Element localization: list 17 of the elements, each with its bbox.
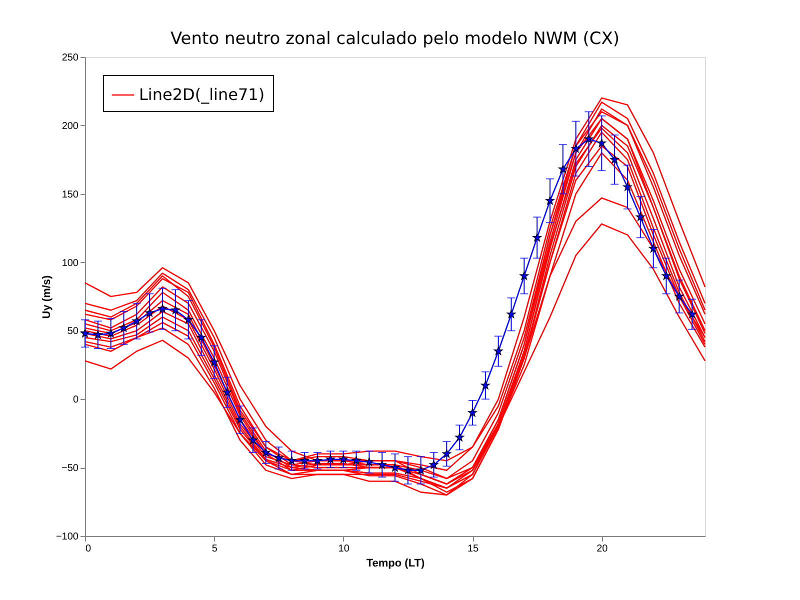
y-tick-label: 50	[67, 326, 79, 338]
y-tick-label: 0	[72, 394, 79, 406]
y-tick-label: 150	[62, 189, 79, 200]
legend-label: Line2D(_line71)	[139, 85, 265, 104]
x-axis-title: Tempo (LT)	[366, 558, 425, 570]
x-tick-label: 10	[338, 544, 350, 554]
x-tick-label: 5	[212, 544, 218, 554]
y-tick-label: −50	[62, 463, 79, 474]
x-tick-label: 20	[596, 544, 608, 554]
y-tick-label: 100	[62, 258, 79, 269]
y-axis-title: Uy (m/s)	[40, 274, 53, 319]
y-tick-label: 250	[62, 52, 79, 64]
x-tick-label: 0	[86, 544, 92, 554]
y-tick-label: −100	[56, 532, 79, 542]
x-tick-label: 15	[467, 544, 479, 554]
chart-title: Vento neutro zonal calculado pelo modelo NWM (CX)	[170, 29, 620, 49]
y-tick-label: 200	[62, 120, 79, 132]
